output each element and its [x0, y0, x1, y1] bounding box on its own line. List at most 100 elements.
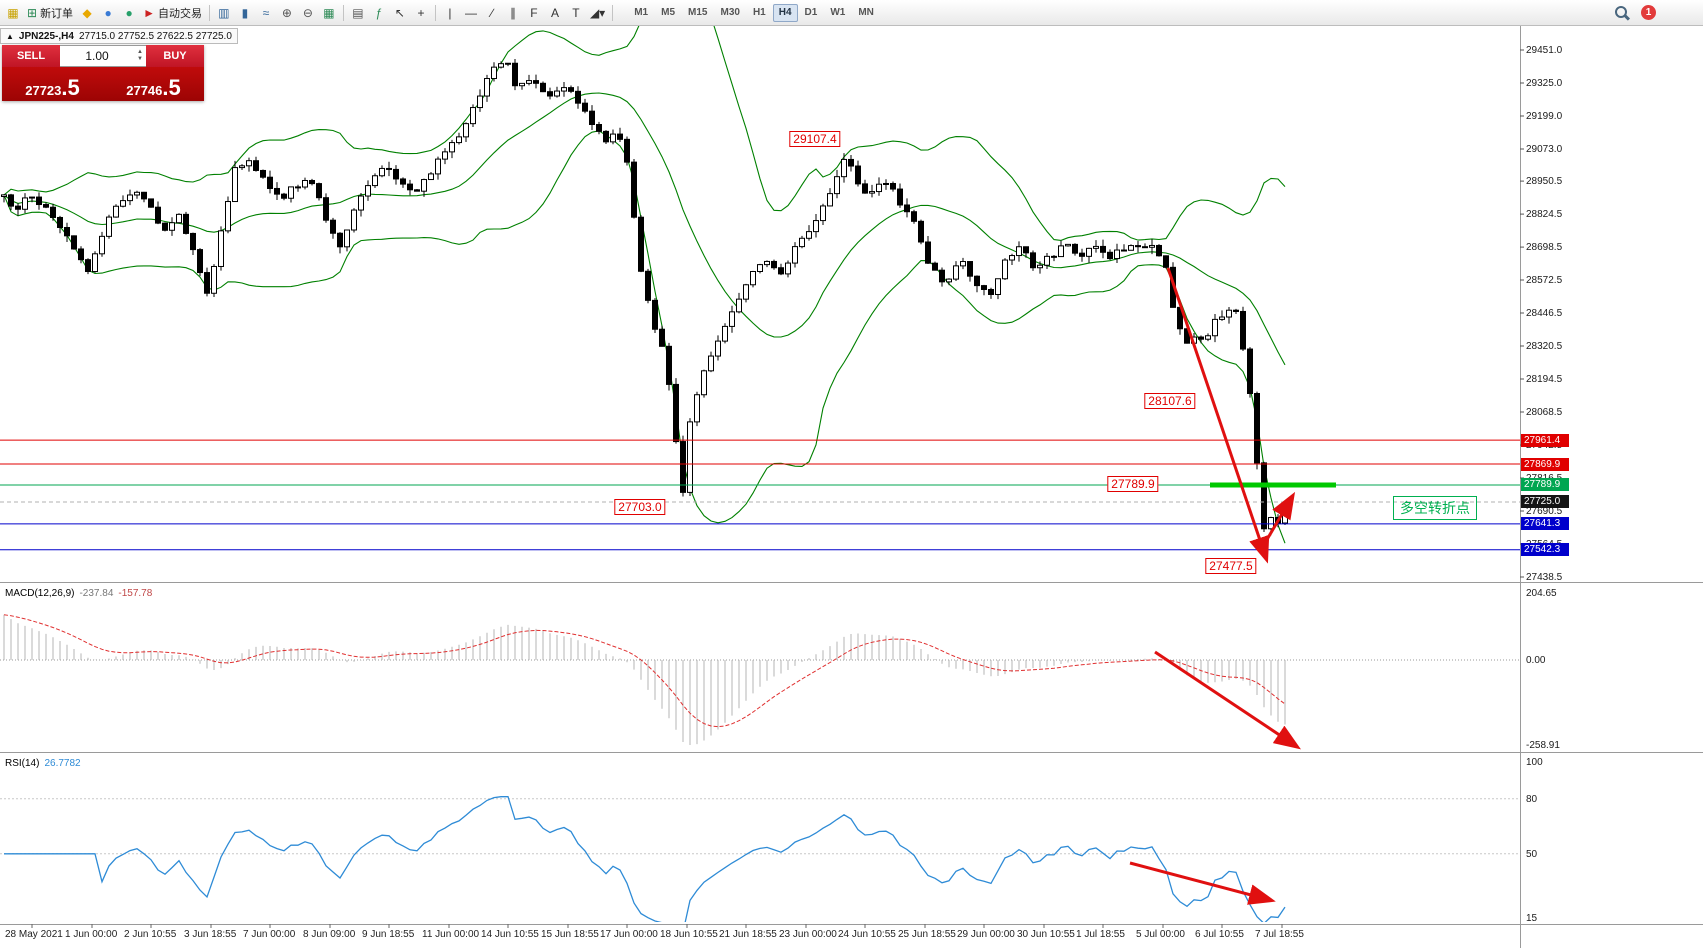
time-axis-label[interactable]: 28 May 2021: [5, 929, 63, 940]
timeframe-m30-button[interactable]: M30: [720, 7, 740, 18]
time-axis-label[interactable]: 2 Jun 10:55: [124, 929, 177, 940]
lot-value[interactable]: 1.00: [85, 49, 109, 63]
terminal-icon[interactable]: ▦: [3, 3, 23, 23]
line-chart-icon[interactable]: ≈: [256, 3, 276, 23]
main-price-pane[interactable]: [0, 0, 1520, 551]
timeframe-h1-button[interactable]: H1: [752, 7, 766, 18]
arrows-tool-icon[interactable]: ◢▾: [587, 3, 608, 23]
lot-down-icon[interactable]: ▼: [137, 56, 143, 62]
profile-icon: ●: [104, 5, 112, 20]
bar-chart-icon[interactable]: ▥: [214, 3, 234, 23]
time-axis-label[interactable]: 6 Jul 10:55: [1195, 929, 1244, 940]
time-axis-label[interactable]: 15 Jun 18:55: [541, 929, 599, 940]
templates-icon[interactable]: ▤: [348, 3, 368, 23]
search-icon[interactable]: [1614, 5, 1631, 21]
trade-price-row: 27723.5 27746.5: [2, 67, 204, 101]
rsi-pane[interactable]: [0, 795, 1520, 933]
time-axis-label[interactable]: 23 Jun 00:00: [779, 929, 837, 940]
timeframe-m5-button[interactable]: M5: [661, 7, 676, 18]
price-callout-tag[interactable]: 28107.6: [1144, 393, 1196, 409]
timeframe-d1-button[interactable]: D1: [804, 7, 818, 18]
price-callout-tag[interactable]: 27789.9: [1107, 476, 1159, 492]
trend-arrow-rsi[interactable]: [1129, 861, 1276, 905]
community-icon[interactable]: ●: [119, 3, 139, 23]
time-axis-label[interactable]: 17 Jun 00:00: [600, 929, 658, 940]
timeframe-m1-button[interactable]: M1: [634, 7, 649, 18]
new-order-button[interactable]: ⊞ 新订单: [24, 3, 76, 23]
price-axis-tick: 28320.5: [1526, 341, 1563, 352]
macd-name: MACD(12,26,9): [5, 588, 75, 599]
text-label-icon[interactable]: T: [566, 3, 586, 23]
price-axis-tick: 29199.0: [1526, 111, 1563, 122]
autotrading-button[interactable]: ► 自动交易: [140, 3, 205, 23]
equidistant-channel-icon[interactable]: ∥: [503, 3, 523, 23]
zoom-out-icon[interactable]: ⊖: [298, 3, 318, 23]
buy-price-frac: .5: [162, 75, 181, 100]
crosshair-icon[interactable]: +: [411, 3, 431, 23]
notification-badge[interactable]: 1: [1641, 5, 1656, 20]
chart-annotation-text[interactable]: 多空转折点: [1393, 496, 1477, 520]
sell-price-display[interactable]: 27723.5: [2, 67, 103, 101]
price-callout-tag[interactable]: 29107.4: [789, 131, 841, 147]
time-axis-label[interactable]: 8 Jun 09:00: [303, 929, 356, 940]
macd-histogram: [3, 614, 1286, 745]
price-scale-tag: 27789.9: [1521, 478, 1569, 491]
horizontal-line-icon[interactable]: —: [461, 3, 481, 23]
timeframe-h4-button[interactable]: H4: [772, 3, 798, 22]
price-callout-tag[interactable]: 27477.5: [1205, 558, 1257, 574]
time-axis-label[interactable]: 18 Jun 10:55: [660, 929, 718, 940]
profile-icon[interactable]: ●: [98, 3, 118, 23]
indicators-icon[interactable]: ƒ: [369, 3, 389, 23]
tile-windows-icon[interactable]: ▦: [319, 3, 339, 23]
time-axis-label[interactable]: 21 Jun 18:55: [719, 929, 777, 940]
trend-arrow-main-1[interactable]: [1166, 267, 1270, 564]
trend-arrow-main-2[interactable]: [1260, 491, 1296, 549]
trendline-icon[interactable]: ∕: [482, 3, 502, 23]
time-axis-label[interactable]: 14 Jun 10:55: [481, 929, 539, 940]
timeframe-w1-button[interactable]: W1: [830, 7, 846, 18]
text-icon[interactable]: A: [545, 3, 565, 23]
timeframe-m15-button[interactable]: M15: [688, 7, 708, 18]
zoom-in-icon[interactable]: ⊕: [277, 3, 297, 23]
bar-chart-icon: ▥: [218, 5, 230, 20]
collapse-arrow-icon[interactable]: ▲: [6, 31, 14, 41]
time-axis-label[interactable]: 1 Jun 00:00: [65, 929, 118, 940]
time-axis-label[interactable]: 30 Jun 10:55: [1017, 929, 1075, 940]
time-axis-label[interactable]: 25 Jun 18:55: [898, 929, 956, 940]
time-axis-label[interactable]: 24 Jun 10:55: [838, 929, 896, 940]
sell-button[interactable]: SELL: [2, 45, 60, 67]
price-callout-tag[interactable]: 27703.0: [614, 499, 666, 515]
macd-axis-label: 0.00: [1526, 655, 1546, 666]
cursor-icon[interactable]: ↖: [390, 3, 410, 23]
symbol-title-bar: ▲ JPN225-,H4 27715.0 27752.5 27622.5 277…: [0, 28, 238, 44]
lot-size-input[interactable]: 1.00 ▲ ▼: [60, 45, 146, 67]
rsi-line: [4, 795, 1286, 922]
search-lens: [1615, 6, 1627, 18]
price-scale-tag: 27542.3: [1521, 543, 1569, 556]
buy-price-display[interactable]: 27746.5: [103, 67, 204, 101]
time-axis-label[interactable]: 11 Jun 00:00: [422, 929, 480, 940]
time-axis-label[interactable]: 9 Jun 18:55: [362, 929, 415, 940]
fibonacci-icon[interactable]: F: [524, 3, 544, 23]
time-axis-label[interactable]: 5 Jul 00:00: [1136, 929, 1185, 940]
time-axis-label[interactable]: 7 Jun 00:00: [243, 929, 296, 940]
price-scale-tag: 27725.0: [1521, 495, 1569, 508]
macd-pane[interactable]: [0, 614, 1520, 745]
time-axis-label[interactable]: 7 Jul 18:55: [1255, 929, 1304, 940]
alerts-icon[interactable]: ◆: [77, 3, 97, 23]
candle-chart-icon[interactable]: ▮: [235, 3, 255, 23]
price-scale-tag: 27961.4: [1521, 434, 1569, 447]
trend-arrow-macd[interactable]: [1154, 650, 1301, 750]
time-axis-label[interactable]: 1 Jul 18:55: [1076, 929, 1125, 940]
time-axis-label[interactable]: 3 Jun 18:55: [184, 929, 237, 940]
lot-up-icon[interactable]: ▲: [137, 49, 143, 55]
time-axis-label[interactable]: 29 Jun 00:00: [957, 929, 1015, 940]
symbol-period: JPN225-,H4: [18, 30, 74, 42]
timeframe-mn-button[interactable]: MN: [858, 7, 874, 18]
buy-button[interactable]: BUY: [146, 45, 204, 67]
lot-spinner[interactable]: ▲ ▼: [134, 49, 146, 63]
buy-price-main: 27746: [126, 83, 163, 98]
price-axis-tick: 28194.5: [1526, 374, 1563, 385]
vertical-line-icon[interactable]: |: [440, 3, 460, 23]
